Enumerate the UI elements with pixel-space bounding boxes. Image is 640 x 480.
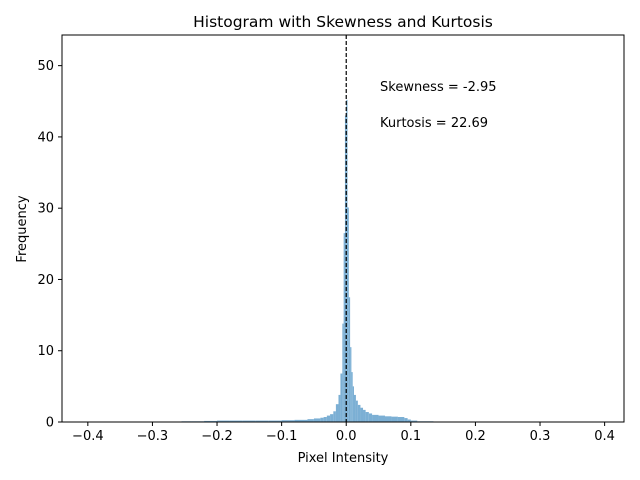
x-axis-ticks: −0.4 −0.3 −0.2 −0.1 0.0 0.1 0.2 0.3 0.4	[72, 422, 615, 444]
y-tick-label-1: 10	[37, 344, 54, 359]
histogram-bar-6	[255, 420, 269, 422]
y-axis-label: Frequency	[15, 195, 30, 262]
histogram-bar-12	[320, 417, 324, 422]
histogram-bar-23	[346, 99, 348, 422]
histogram-bar-36	[372, 414, 379, 422]
x-tick-label-6: 0.2	[465, 429, 486, 444]
x-axis-label: Pixel Intensity	[298, 451, 389, 466]
histogram-bar-18	[338, 394, 341, 422]
x-tick-label-4: 0.0	[336, 429, 357, 444]
histogram-bar-38	[384, 416, 392, 422]
histogram-bar-31	[357, 404, 361, 422]
chart-title: Histogram with Skewness and Kurtosis	[193, 13, 493, 31]
histogram-bar-39	[391, 416, 398, 422]
kurtosis-annotation: Kurtosis = 22.69	[380, 116, 488, 131]
histogram-bar-22	[344, 115, 347, 422]
y-tick-label-4: 40	[37, 130, 54, 145]
histogram-bar-34	[365, 412, 369, 422]
y-tick-label-0: 0	[46, 416, 54, 431]
histogram-bar-14	[326, 415, 331, 422]
x-tick-label-2: −0.2	[201, 429, 233, 444]
histogram-bar-4	[229, 420, 243, 422]
histogram-bar-5	[242, 420, 256, 422]
skewness-annotation: Skewness = -2.95	[380, 80, 497, 95]
histogram-bar-42	[407, 419, 411, 422]
histogram-bar-29	[353, 394, 356, 422]
histogram-bar-26	[350, 347, 352, 422]
histogram-bar-19	[340, 373, 343, 422]
histogram-bar-40	[397, 417, 405, 422]
x-tick-label-1: −0.3	[137, 429, 169, 444]
histogram-bar-24	[347, 207, 349, 422]
histogram-bar-30	[355, 400, 358, 422]
histogram-bar-32	[360, 407, 364, 422]
y-tick-label-3: 30	[37, 202, 54, 217]
histogram-bar-43	[410, 420, 418, 422]
histogram-bar-16	[333, 411, 336, 422]
histogram-bar-37	[378, 415, 385, 422]
x-tick-label-8: 0.4	[594, 429, 615, 444]
y-tick-label-2: 20	[37, 273, 54, 288]
plot-frame	[61, 34, 625, 423]
histogram-bar-13	[323, 417, 327, 422]
histogram-bar-17	[335, 404, 339, 422]
histogram-bar-33	[363, 409, 366, 422]
x-tick-label-0: −0.4	[72, 429, 104, 444]
histogram-bars	[181, 99, 434, 422]
histogram-bar-11	[313, 418, 321, 422]
histogram-bar-35	[368, 413, 373, 422]
histogram-bar-10	[307, 419, 314, 422]
histogram-bar-2	[204, 420, 218, 422]
histogram-bar-27	[351, 372, 353, 422]
histogram-bar-15	[330, 414, 334, 422]
x-tick-label-7: 0.3	[530, 429, 551, 444]
histogram-bar-25	[348, 297, 351, 422]
histogram-bar-21	[343, 233, 345, 422]
histogram-bar-20	[342, 323, 344, 422]
y-tick-label-5: 50	[37, 59, 54, 74]
histogram-bar-9	[294, 419, 308, 422]
y-axis-ticks: 0 10 20 30 40 50	[37, 59, 62, 431]
histogram-bar-7	[268, 420, 282, 422]
histogram-bar-8	[281, 420, 295, 422]
histogram-bar-3	[217, 420, 230, 422]
x-tick-label-3: −0.1	[266, 429, 298, 444]
histogram-bar-41	[404, 418, 408, 422]
histogram-bar-28	[352, 386, 354, 422]
x-tick-label-5: 0.1	[400, 429, 421, 444]
